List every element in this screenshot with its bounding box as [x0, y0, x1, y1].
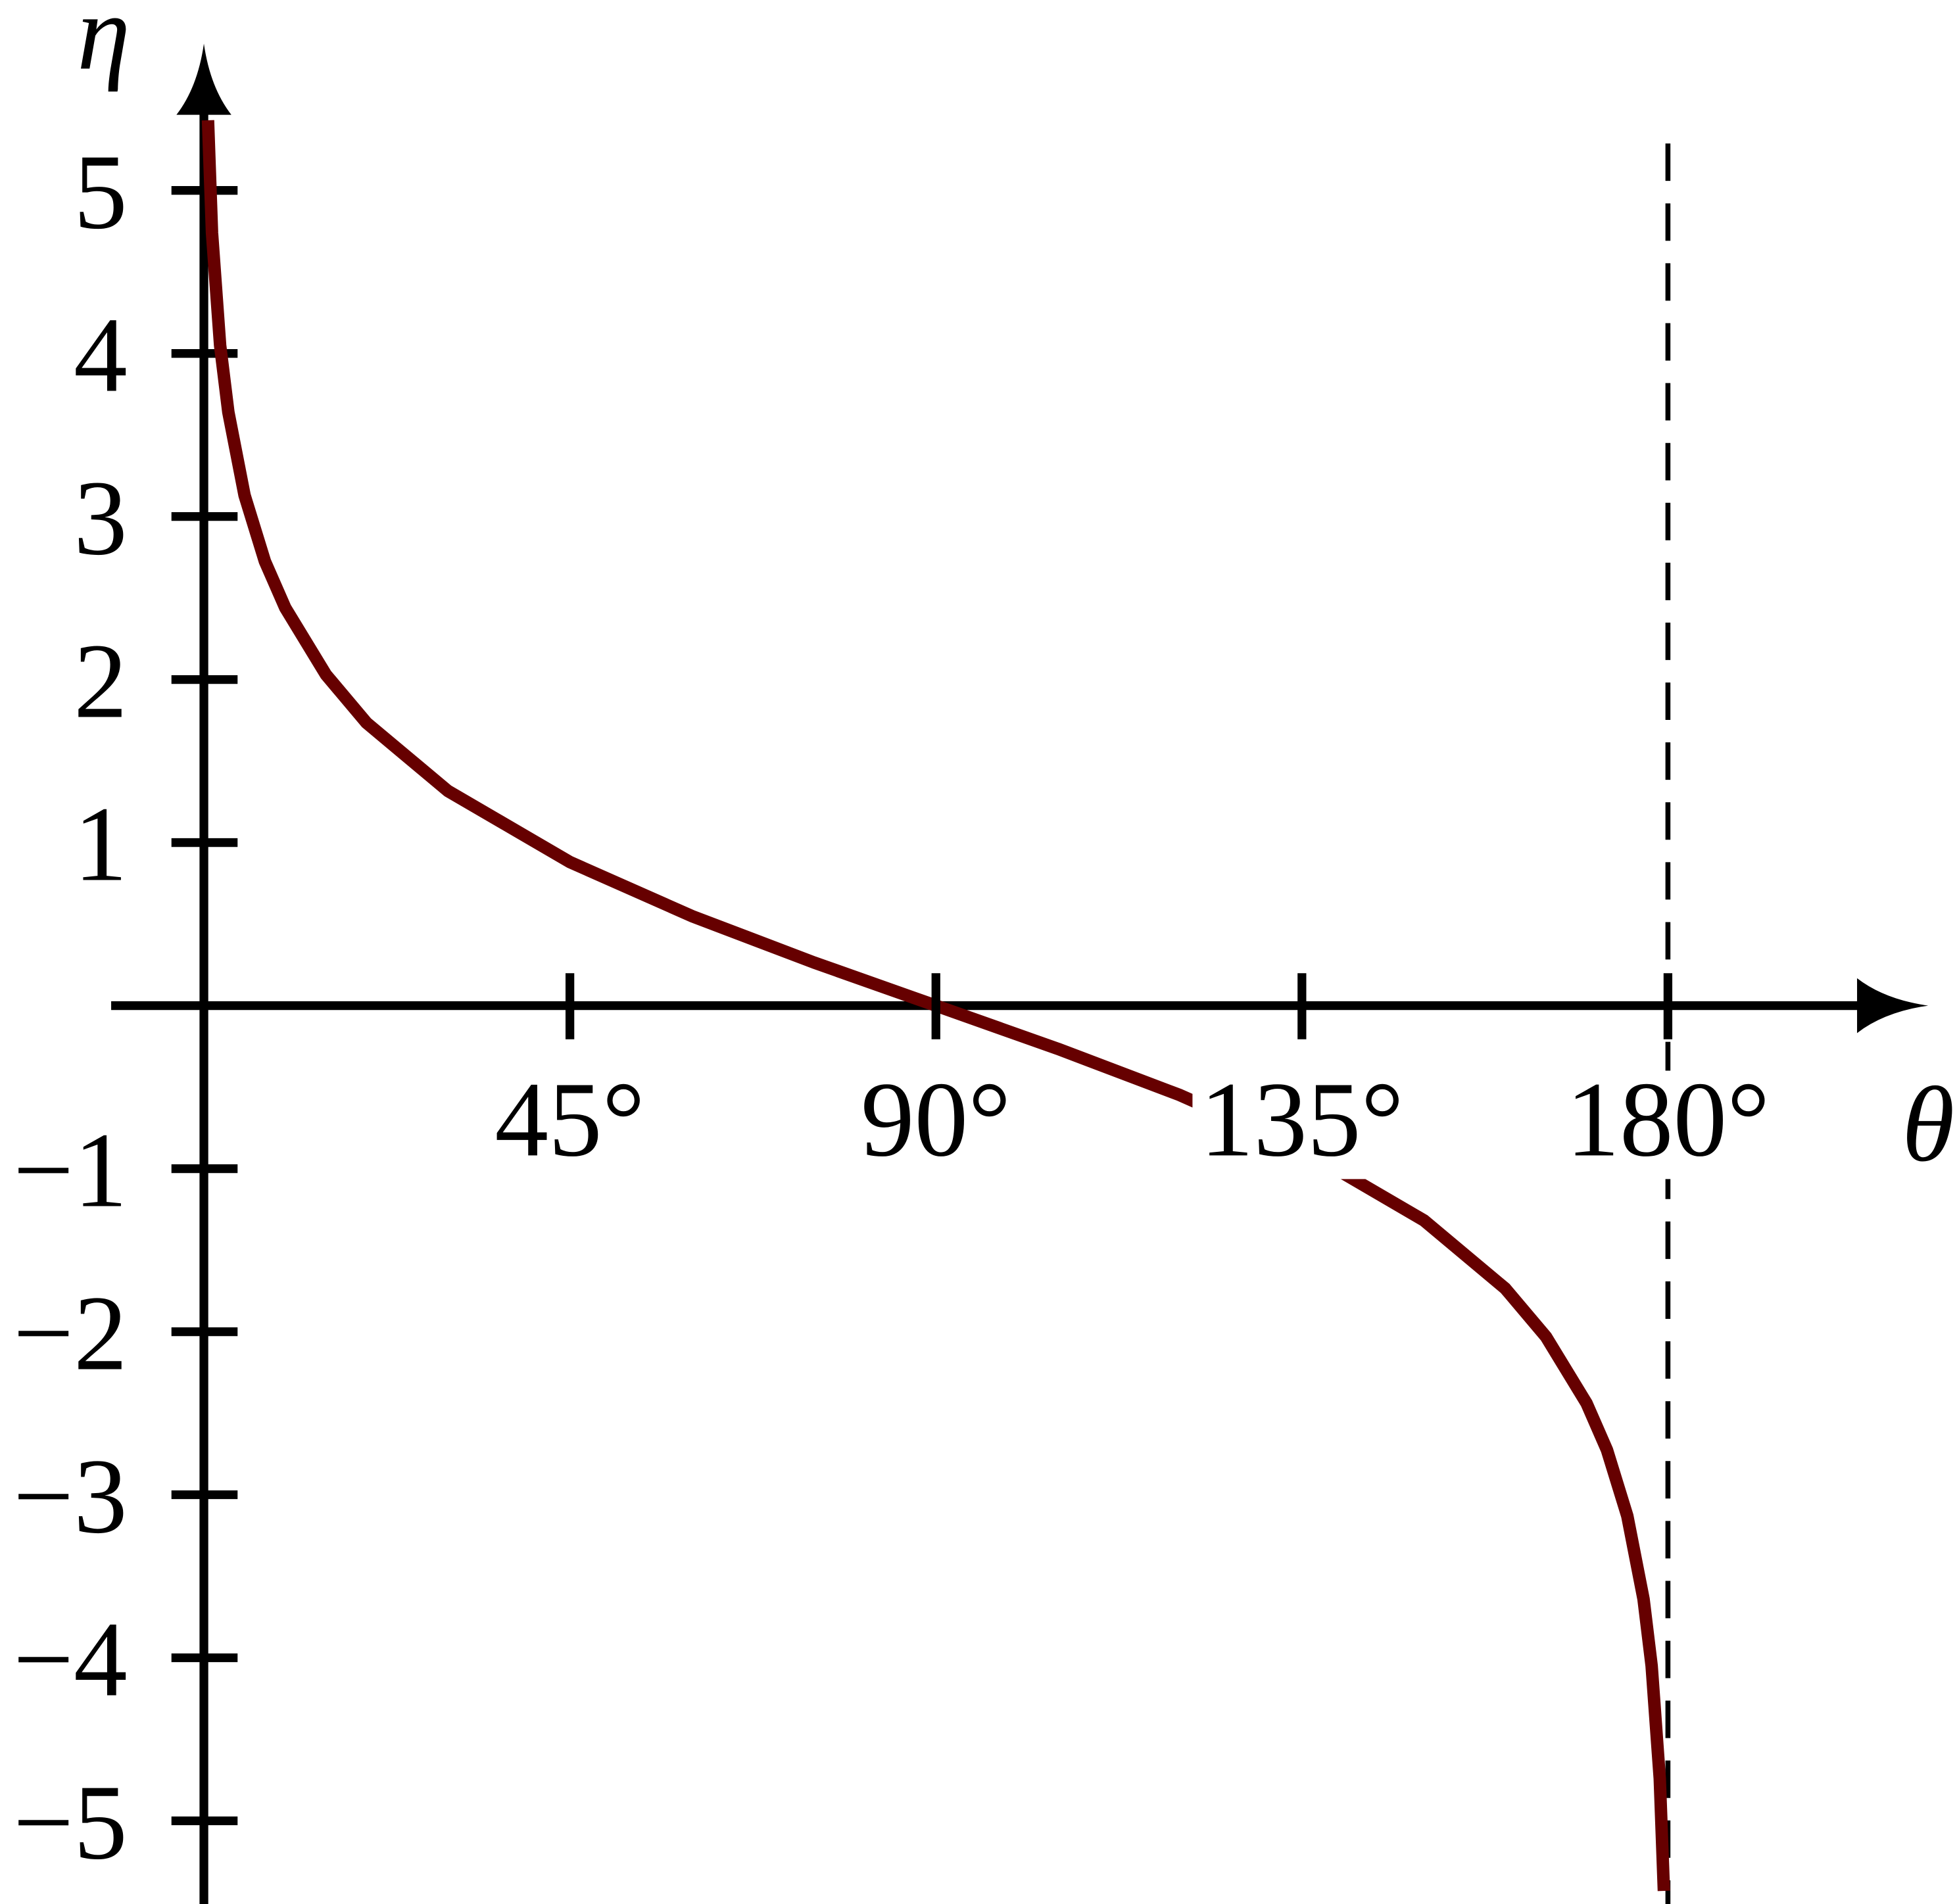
y-tick-label: 4	[74, 297, 128, 415]
label-background	[853, 1070, 1019, 1179]
label-background	[487, 1070, 653, 1179]
x-tick-label: 45°	[495, 1060, 644, 1179]
x-tick-label: 135°	[1200, 1060, 1404, 1179]
y-tick-label: 5	[74, 133, 128, 252]
y-tick-label: −4	[13, 1600, 128, 1719]
x-tick-label: 90°	[861, 1060, 1011, 1179]
y-tick-label: −3	[13, 1437, 128, 1556]
x-axis-arrow	[1857, 978, 1929, 1034]
x-axis-label: θ	[1902, 1066, 1954, 1184]
y-tick-label: −5	[13, 1763, 128, 1882]
y-tick-label: 2	[74, 623, 128, 741]
label-background	[1558, 1070, 1777, 1179]
label-background	[1192, 1070, 1412, 1179]
y-tick-label: 3	[74, 460, 128, 578]
y-axis-arrow	[176, 43, 231, 115]
y-tick-label: −2	[13, 1274, 128, 1392]
y-axis-label: η	[77, 0, 130, 92]
x-tick-label: 180°	[1566, 1060, 1770, 1179]
y-tick-label: −1	[13, 1111, 128, 1229]
y-tick-label: 1	[74, 786, 128, 904]
